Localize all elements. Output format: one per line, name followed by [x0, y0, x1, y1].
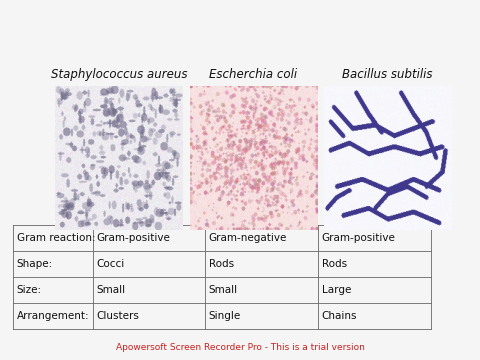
- Text: Gram-positive: Gram-positive: [322, 233, 396, 243]
- Text: Rods: Rods: [209, 259, 234, 269]
- Text: Apowersoft Screen Recorder Pro - This is a trial version: Apowersoft Screen Recorder Pro - This is…: [116, 343, 364, 352]
- Text: Arrangement:: Arrangement:: [17, 311, 89, 321]
- Text: Clusters: Clusters: [96, 311, 139, 321]
- Text: Gram-negative: Gram-negative: [209, 233, 287, 243]
- Text: Size:: Size:: [17, 285, 42, 295]
- Text: Escherchia coli: Escherchia coli: [209, 68, 297, 81]
- Text: Single: Single: [209, 311, 241, 321]
- Text: Gram-positive: Gram-positive: [96, 233, 170, 243]
- Text: Small: Small: [209, 285, 238, 295]
- Text: Bacillus subtilis: Bacillus subtilis: [342, 68, 433, 81]
- Text: Large: Large: [322, 285, 351, 295]
- Text: Cocci: Cocci: [96, 259, 124, 269]
- Text: Gram reaction:: Gram reaction:: [17, 233, 96, 243]
- Text: Chains: Chains: [322, 311, 357, 321]
- Text: Rods: Rods: [322, 259, 347, 269]
- Text: Staphylococcus aureus: Staphylococcus aureus: [50, 68, 187, 81]
- Text: Small: Small: [96, 285, 125, 295]
- Text: Shape:: Shape:: [17, 259, 53, 269]
